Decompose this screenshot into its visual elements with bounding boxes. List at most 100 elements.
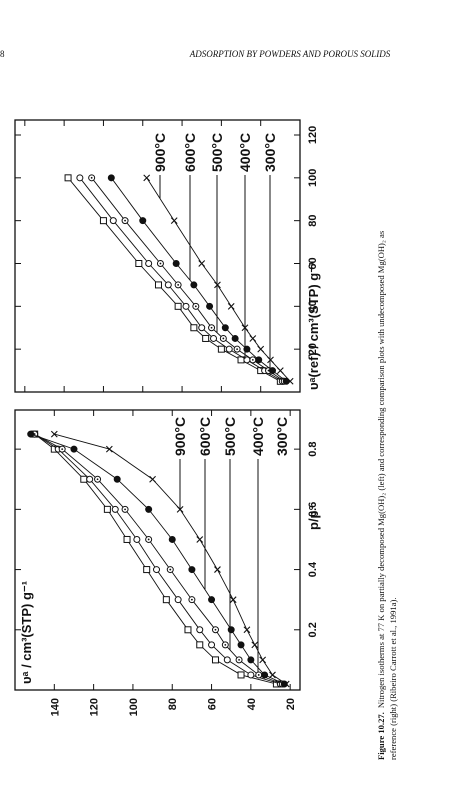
point (103, 505, 111, 513)
point-center (124, 508, 126, 511)
point (76, 174, 84, 182)
point (280, 680, 288, 688)
series-line (110, 177, 287, 382)
point (153, 566, 161, 574)
point (210, 334, 218, 342)
y-tick-label: 80 (167, 698, 179, 710)
series-line (34, 433, 283, 685)
figure: Figure 10.27. Nitrogen isotherms at 77 K … (14, 119, 398, 761)
y-tick-label: 60 (207, 698, 219, 710)
point (223, 656, 231, 664)
point (111, 505, 119, 513)
point (249, 335, 257, 342)
series-line (91, 177, 285, 382)
caption-line: reference (right) (Ribeiro Carrott et al… (388, 598, 398, 761)
point-center (238, 658, 240, 661)
plot-frame (14, 409, 301, 691)
point (154, 281, 162, 289)
point (170, 217, 178, 225)
x-tick-label: 120 (307, 126, 319, 144)
point (251, 641, 259, 649)
point-center (61, 448, 64, 451)
point-center (210, 326, 213, 329)
x-tick-label: 20 (307, 343, 319, 355)
y-axis-label: υᵃ / cm³(STP) g⁻¹ (19, 581, 34, 684)
point (276, 367, 284, 374)
point-center (251, 358, 254, 361)
point (198, 324, 206, 332)
point (143, 566, 151, 574)
point (282, 377, 290, 385)
point (282, 680, 290, 688)
caption-text: Nitrogen isotherms at 77 K on partially … (376, 230, 386, 708)
point (255, 356, 263, 364)
point (64, 174, 72, 182)
point (80, 475, 88, 483)
x-tick-label: 0.6 (307, 502, 319, 517)
point-center (90, 176, 93, 179)
point (164, 281, 172, 289)
point (143, 174, 151, 182)
point (227, 626, 235, 634)
point (188, 566, 196, 574)
point (190, 281, 198, 289)
x-tick-label: 0.2 (307, 622, 319, 637)
caption-label: Figure 10.27. (376, 712, 386, 760)
series-line (34, 433, 281, 685)
point (145, 505, 153, 513)
x-tick-label: 60 (307, 257, 319, 269)
point (202, 334, 210, 342)
point (286, 377, 294, 385)
series-label: 300°C (274, 417, 290, 456)
point-center (257, 674, 260, 676)
point (206, 302, 214, 310)
y-tick-label: 120 (89, 698, 101, 716)
series-label: 400°C (250, 417, 266, 456)
series-line (54, 433, 287, 685)
point (198, 260, 206, 267)
point (109, 217, 117, 225)
point (247, 671, 255, 679)
point (70, 445, 78, 453)
point (227, 302, 235, 310)
point-center (214, 628, 217, 631)
point (123, 535, 131, 543)
point (208, 596, 216, 604)
point-center (224, 643, 227, 646)
point (99, 217, 107, 225)
point (149, 475, 156, 483)
point (261, 671, 269, 679)
x-tick-label: 0.4 (307, 561, 319, 577)
point (174, 302, 182, 310)
point (107, 174, 115, 182)
y-tick-label: 100 (128, 698, 140, 716)
point (133, 535, 141, 543)
point-center (169, 568, 172, 571)
plot-frame (14, 119, 301, 393)
point (229, 596, 237, 604)
series-label: 500°C (222, 417, 238, 456)
point (259, 656, 267, 664)
point (269, 671, 276, 679)
x-tick-label: 100 (307, 169, 319, 187)
y-tick-label: 140 (49, 698, 61, 716)
point (190, 324, 198, 332)
point (196, 536, 204, 543)
point (237, 671, 245, 679)
point-center (96, 478, 99, 481)
x-tick-label: 40 (307, 300, 319, 312)
point (225, 345, 233, 353)
point (196, 641, 204, 649)
point (214, 281, 221, 289)
point (172, 259, 180, 267)
point (182, 302, 190, 310)
series-label: 400°C (237, 133, 253, 172)
point-center (194, 305, 197, 308)
point-center (222, 337, 225, 340)
point (139, 217, 147, 225)
point (211, 656, 219, 664)
y-tick-label: 40 (246, 698, 258, 710)
point (196, 626, 204, 634)
page-number: 8 (0, 49, 5, 59)
point (243, 345, 251, 353)
